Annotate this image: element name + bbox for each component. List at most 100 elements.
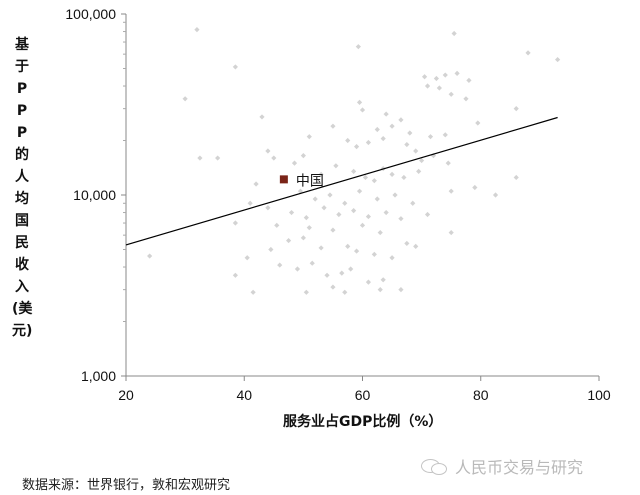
data-point <box>306 134 312 140</box>
data-point <box>413 148 419 154</box>
data-point <box>303 289 309 295</box>
x-tick-label: 60 <box>355 387 371 403</box>
data-point <box>377 287 383 293</box>
data-point <box>448 188 454 194</box>
data-point <box>398 216 404 222</box>
data-point <box>374 126 380 133</box>
data-point <box>336 211 342 218</box>
data-point <box>265 148 271 154</box>
data-point <box>389 171 395 177</box>
highlight-marker <box>279 175 288 184</box>
data-point <box>327 192 333 198</box>
data-point <box>345 137 351 144</box>
data-point <box>371 178 377 184</box>
data-point <box>274 222 280 228</box>
wechat-icon <box>421 457 449 475</box>
data-point <box>351 168 357 175</box>
data-point <box>268 246 274 253</box>
data-point <box>232 64 238 70</box>
data-point <box>362 174 369 181</box>
data-point <box>182 96 188 102</box>
data-point <box>416 168 422 175</box>
trendline-line <box>125 116 558 246</box>
data-point <box>424 83 431 89</box>
data-point <box>232 272 238 278</box>
data-point <box>351 207 357 214</box>
data-point <box>513 106 519 112</box>
data-point <box>492 192 499 198</box>
data-point <box>410 200 416 206</box>
data-point <box>365 213 372 220</box>
data-point <box>513 174 519 181</box>
data-point <box>342 289 348 295</box>
data-point <box>247 200 253 206</box>
data-point <box>380 277 386 283</box>
data-point <box>365 139 372 146</box>
data-point <box>312 196 318 202</box>
data-point <box>424 211 431 218</box>
x-axis-label: 服务业占GDP比例（%） <box>283 414 443 430</box>
data-point <box>353 248 360 254</box>
data-point <box>353 144 360 150</box>
data-point <box>345 243 351 250</box>
data-point <box>294 266 301 272</box>
data-point <box>525 50 531 56</box>
data-point <box>342 200 348 206</box>
y-axis-label: 基于PPP的人均国民收入(美元) <box>12 37 33 339</box>
x-tick-label: 80 <box>473 387 489 403</box>
data-point <box>300 235 306 241</box>
axes: 20 40 60 80 100 1,000 10,000 100,000 <box>65 6 611 403</box>
data-point <box>380 135 386 142</box>
data-point <box>265 205 271 211</box>
data-point <box>348 266 354 272</box>
data-point <box>321 205 327 211</box>
data-point <box>333 163 339 169</box>
watermark: 人民币交易与研究 <box>421 454 583 478</box>
data-point <box>401 174 407 181</box>
data-point <box>324 272 330 278</box>
data-point <box>389 123 395 129</box>
data-point <box>392 192 398 198</box>
data-point <box>250 289 256 295</box>
data-point <box>215 155 221 161</box>
data-point <box>433 75 440 82</box>
trendline <box>125 116 558 246</box>
watermark-text: 人民币交易与研究 <box>455 458 584 477</box>
data-point <box>285 237 292 244</box>
data-point <box>330 227 336 233</box>
data-point <box>383 111 389 117</box>
x-tick-label: 100 <box>587 387 611 403</box>
data-point <box>398 117 404 123</box>
y-tick-label: 10,000 <box>73 187 116 203</box>
highlight-label: 中国 <box>296 173 324 189</box>
highlight-group: 中国 <box>279 173 324 189</box>
data-point <box>419 157 425 164</box>
data-point <box>371 251 377 257</box>
data-point <box>374 196 380 202</box>
data-point <box>404 141 410 148</box>
data-point <box>339 270 345 276</box>
y-tick-label: 1,000 <box>81 368 116 384</box>
data-point <box>309 260 315 266</box>
data-point <box>555 56 561 63</box>
data-point <box>398 287 404 293</box>
x-tick-label: 40 <box>236 387 252 403</box>
data-point <box>454 70 460 76</box>
data-point <box>197 155 203 161</box>
data-point <box>271 155 277 161</box>
data-point <box>288 209 295 216</box>
data-point <box>300 153 306 159</box>
data-point <box>259 114 265 120</box>
data-point <box>147 253 153 259</box>
data-point <box>232 220 238 226</box>
data-point <box>463 96 469 102</box>
data-point <box>445 160 451 166</box>
data-point <box>318 245 324 251</box>
data-point <box>442 132 448 138</box>
data-point <box>436 85 442 91</box>
data-point <box>389 255 395 261</box>
data-point <box>427 134 434 140</box>
data-points <box>147 26 561 295</box>
data-point <box>377 229 383 236</box>
